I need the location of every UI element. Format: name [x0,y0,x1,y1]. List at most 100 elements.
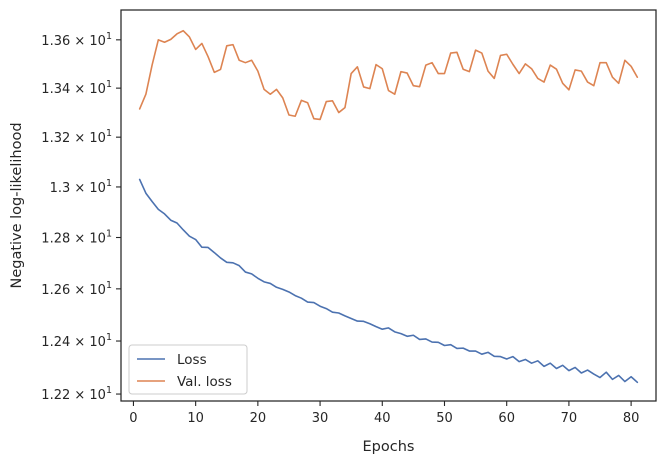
data-point [332,100,334,102]
data-point [151,64,153,66]
data-point [176,222,178,224]
legend-item-0: Loss [137,352,207,368]
data-point [549,362,551,364]
data-point [475,49,477,51]
data-point [170,219,172,221]
y-tick-label: 1.3 × 101 [50,178,112,196]
data-point [294,115,296,117]
data-point [214,72,216,74]
data-point [531,362,533,364]
data-point [425,64,427,66]
data-point [338,112,340,114]
data-point [512,64,514,66]
series-layer [138,29,639,384]
y-axis-label: Negative log-likelihood [9,122,25,288]
data-point [182,30,184,32]
data-point [413,85,415,87]
data-point [145,192,147,194]
data-point [369,323,371,325]
data-point [207,247,209,249]
data-point [257,277,259,279]
data-point [226,262,228,264]
data-point [245,271,247,273]
data-point [431,62,433,64]
data-point [145,93,147,95]
data-point [462,68,464,70]
data-point [605,371,607,373]
data-point [325,101,327,103]
data-point [189,36,191,38]
data-point [394,331,396,333]
x-tick-label: 60 [498,411,515,426]
y-tick-label: 1.34 × 101 [41,79,112,97]
data-point [568,370,570,372]
data-point [425,338,427,340]
data-point [493,78,495,80]
data-point [406,335,408,337]
data-point [587,369,589,371]
data-point [487,70,489,72]
data-point [512,356,514,358]
data-point [301,297,303,299]
data-point [406,72,408,74]
data-point [624,381,626,383]
data-point [325,308,327,310]
data-point [543,81,545,83]
data-point [232,262,234,264]
series-line-1 [138,29,639,121]
data-point [363,321,365,323]
data-point [469,71,471,73]
data-point [475,350,477,352]
data-point [257,70,259,72]
data-point [506,53,508,55]
data-point [500,356,502,358]
data-point [481,353,483,355]
data-point [630,376,632,378]
x-tick-label: 40 [374,411,391,426]
x-axis-label: Epochs [363,439,415,455]
data-point [525,63,527,65]
data-point [319,305,321,307]
data-point [394,93,396,95]
data-point [543,366,545,368]
data-point [344,107,346,109]
data-point [151,201,153,203]
data-point [350,318,352,320]
data-point [500,55,502,57]
data-point [319,119,321,121]
data-point [288,114,290,116]
data-point [332,311,334,313]
data-point [581,372,583,374]
data-point [270,283,272,285]
data-point [413,334,415,336]
data-point [357,66,359,68]
data-point [344,315,346,317]
data-point [276,287,278,289]
data-point [170,39,172,41]
data-point [518,361,520,363]
data-point [388,90,390,92]
data-point [556,68,558,70]
data-point [388,327,390,329]
data-point [456,348,458,350]
data-point [562,82,564,84]
data-point [139,179,141,181]
data-point [238,59,240,61]
data-point [605,62,607,64]
y-axis: 1.22 × 101 1.24 × 101 1.26 × 101 1.28 × 101… [41,31,121,403]
data-point [220,257,222,259]
data-point [581,70,583,72]
data-point [637,382,639,384]
x-tick-label: 80 [623,411,640,426]
legend-item-1: Val. loss [137,374,232,390]
plot-frame [120,9,657,402]
data-point [574,69,576,71]
data-point [338,312,340,314]
data-point [189,235,191,237]
data-point [226,45,228,47]
legend-label: Loss [177,352,207,368]
y-tick-label: 1.26 × 101 [41,280,112,298]
data-point [182,229,184,231]
data-point [450,52,452,54]
data-point [245,62,247,64]
